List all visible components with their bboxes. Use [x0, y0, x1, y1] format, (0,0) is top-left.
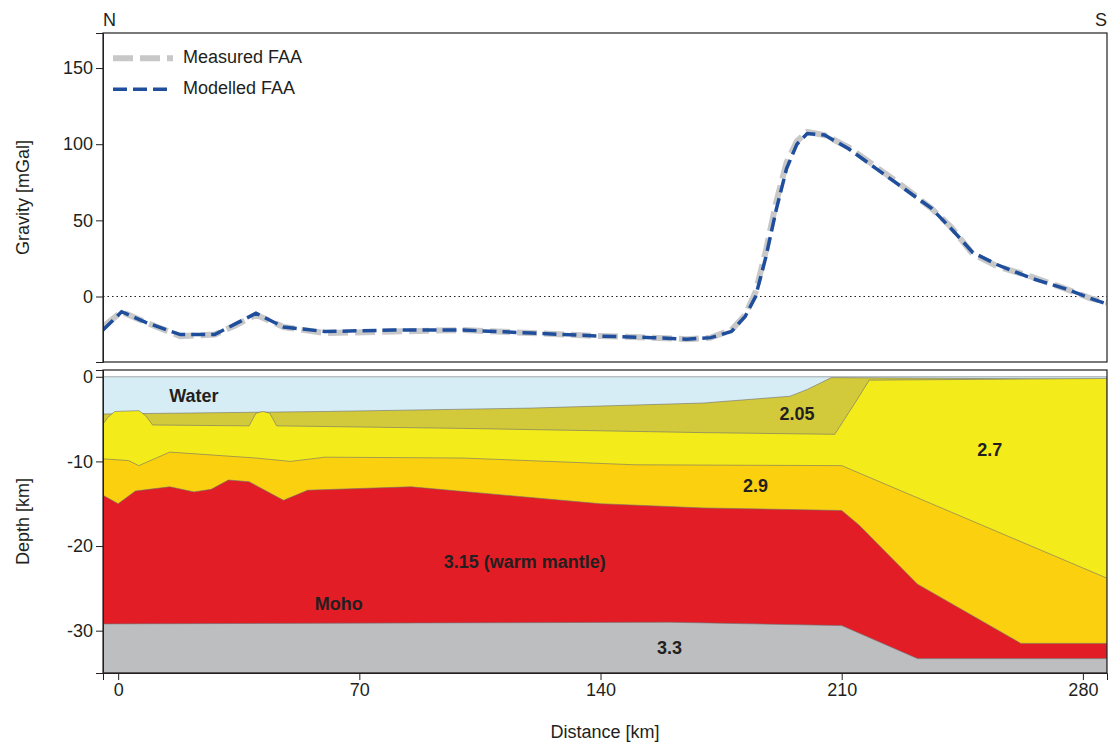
- tick: 210: [827, 673, 857, 700]
- chart-root: 0 50 100 150 Gravity [mGal] N S Measured FAA Mod…: [0, 0, 1111, 751]
- axis-title: Gravity [mGal]: [13, 140, 33, 255]
- tick-label: 100: [63, 134, 93, 154]
- y-axis: 0 50 100 150: [63, 34, 104, 363]
- panel: 0 50 100 150 Gravity [mGal] N S Measured FAA Mod…: [13, 10, 1107, 363]
- plot-frame: [103, 370, 1107, 673]
- legend-swatch: [113, 55, 173, 61]
- tick-mark: [96, 461, 103, 462]
- tick-label: -20: [67, 536, 93, 556]
- layer: [103, 452, 1107, 673]
- tick-label: 0: [83, 367, 93, 387]
- tick-label: 0: [114, 680, 124, 700]
- axis-line: [96, 34, 104, 363]
- layer-label: 3.15 (warm mantle): [444, 552, 606, 572]
- layer-label: 2.9: [743, 476, 768, 496]
- tick-label: 150: [63, 58, 93, 78]
- layer-label: Water: [169, 386, 218, 406]
- tick-label: 0: [83, 287, 93, 307]
- tick: 280: [1068, 673, 1098, 700]
- axis-title: Depth [km]: [13, 478, 33, 565]
- tick: -10: [67, 452, 103, 472]
- chart-svg: 0 50 100 150 Gravity [mGal] N S Measured FAA Mod…: [0, 0, 1111, 751]
- tick-mark: [96, 220, 103, 221]
- tick: 100: [63, 134, 103, 154]
- layer: [103, 377, 1107, 673]
- annotation: S: [1095, 10, 1107, 30]
- tick-label: -10: [67, 452, 93, 472]
- series-line: [103, 132, 1107, 339]
- legend-item: Measured FAA: [113, 47, 302, 67]
- panel: 0 -10 -20 -30 0 70 140 210 280 Depth [km] Distance…: [13, 367, 1108, 742]
- tick: -20: [67, 536, 103, 556]
- axis-title: Distance [km]: [550, 722, 659, 742]
- annotation: Moho: [315, 594, 363, 614]
- layer-label: 2.7: [977, 440, 1002, 460]
- plot-frame: [103, 33, 1107, 362]
- plot-area: [103, 377, 1107, 673]
- tick: 0: [83, 287, 103, 307]
- tick: 150: [63, 58, 103, 78]
- layer-label: 2.05: [779, 404, 814, 424]
- plot-area: [103, 132, 1107, 339]
- legend: Measured FAA Modelled FAA: [113, 47, 302, 98]
- reference-line: [103, 296, 1107, 297]
- tick-label: 50: [73, 211, 93, 231]
- tick-mark: [96, 377, 103, 378]
- tick-label: 70: [350, 680, 370, 700]
- tick-label: 140: [586, 680, 616, 700]
- tick: 70: [350, 673, 370, 700]
- y-axis: 0 -10 -20 -30: [67, 367, 104, 673]
- tick-label: -30: [67, 621, 93, 641]
- legend-label: Measured FAA: [183, 47, 302, 67]
- layer: [103, 480, 1107, 673]
- tick-mark: [96, 68, 103, 69]
- layer-label: 3.3: [657, 638, 682, 658]
- tick-mark: [96, 297, 103, 298]
- tick-label: 280: [1068, 680, 1098, 700]
- x-axis: 0 70 140 210 280: [104, 673, 1108, 700]
- legend-item: Modelled FAA: [113, 78, 295, 98]
- tick-mark: [96, 144, 103, 145]
- tick: -30: [67, 621, 103, 641]
- tick: 140: [586, 673, 616, 700]
- legend-label: Modelled FAA: [183, 78, 295, 98]
- annotation: N: [103, 10, 116, 30]
- axis-line: [96, 371, 104, 674]
- series-line: [103, 134, 1107, 340]
- legend-swatch: [113, 88, 173, 92]
- tick-mark: [96, 546, 103, 547]
- layer: [103, 622, 1107, 673]
- tick: 50: [73, 211, 103, 231]
- tick-mark: [96, 631, 103, 632]
- tick-label: 210: [827, 680, 857, 700]
- layer: [103, 378, 1107, 673]
- tick: 0: [114, 673, 124, 700]
- layer: [103, 378, 1107, 673]
- tick: 0: [83, 367, 103, 387]
